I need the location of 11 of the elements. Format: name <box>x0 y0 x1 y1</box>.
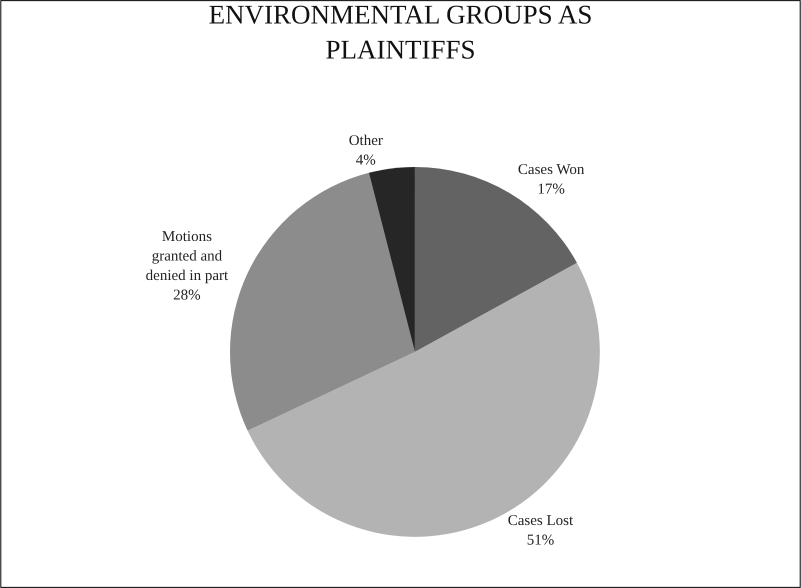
data-label: 4% <box>356 152 376 169</box>
slice-label: Cases Won <box>518 162 585 178</box>
slice-label: Motions granted and denied in part <box>146 229 229 284</box>
pie-slice <box>230 172 415 431</box>
data-label: 17% <box>537 181 565 198</box>
data-label: 51% <box>526 532 554 549</box>
chart-title: ENVIRONMENTAL GROUPS AS PLAINTIFFS <box>208 0 592 65</box>
slice-label: Other <box>348 133 383 150</box>
data-label: 28% <box>173 288 201 304</box>
pie-slice <box>368 166 415 352</box>
slice-label: Cases Lost <box>508 513 574 530</box>
